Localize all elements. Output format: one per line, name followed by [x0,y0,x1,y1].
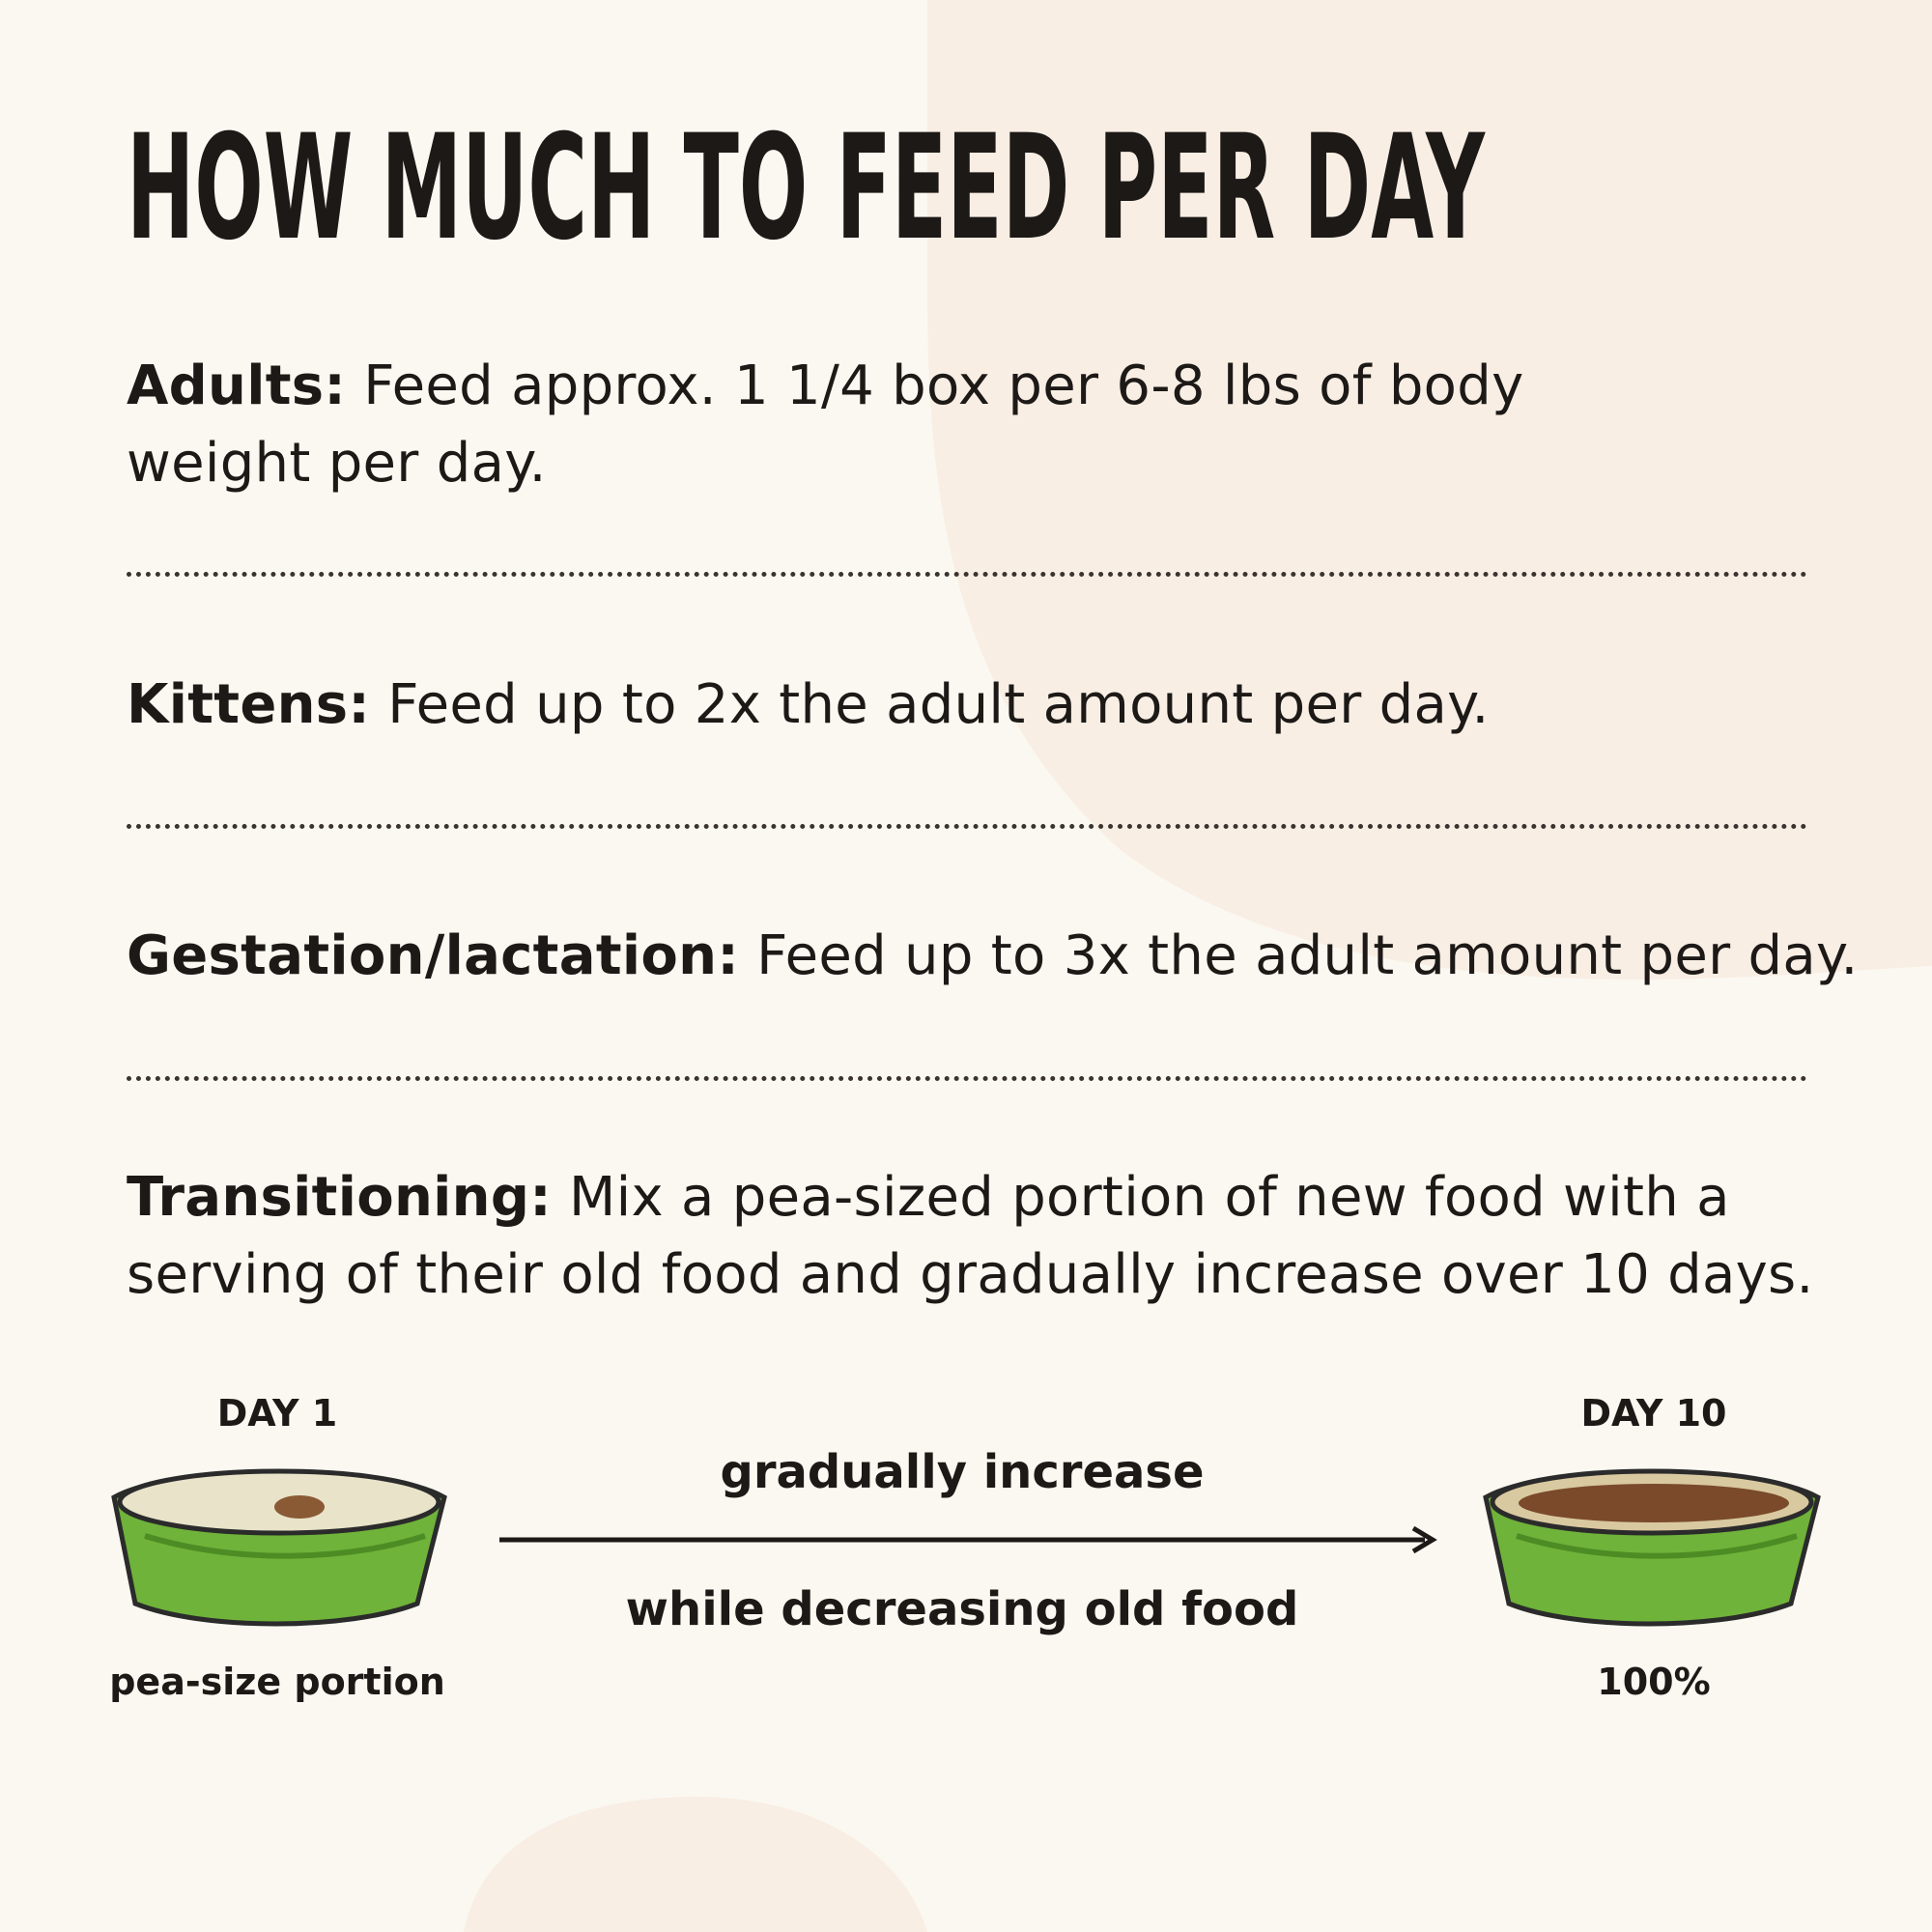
section-label: Adults: [127,355,347,417]
day-label: DAY 1 [217,1392,338,1435]
section: Adults: Feed approx. 1 1/4 box per 6-8 l… [127,348,1720,502]
divider [127,572,1807,577]
section-text: Mix a pea-sized portion of new food with… [127,1166,1814,1306]
section-text: Feed up to 2x the adult amount per day. [387,673,1490,736]
title: HOW MUCH TO FEED PER DAY [127,104,1486,272]
section-label: Transitioning: [127,1166,552,1229]
section-text: Feed up to 3x the adult amount per day. [756,924,1859,987]
bowl [111,1468,447,1627]
bowl [1483,1468,1821,1627]
divider [127,1076,1807,1081]
bg-blob [927,0,1932,980]
section-text: Feed approx. 1 1/4 box per 6-8 lbs of bo… [127,355,1524,495]
caption: pea-size portion [109,1661,445,1703]
bg-blob [464,1797,927,1932]
section: Gestation/lactation: Feed up to 3x the a… [127,918,1865,995]
section-label: Kittens: [127,673,371,736]
arrow-head [1411,1525,1437,1554]
arrow-bottom-text: while decreasing old food [626,1582,1299,1636]
section: Transitioning: Mix a pea-sized portion o… [127,1159,1846,1314]
caption: 100% [1597,1661,1710,1703]
day-label: DAY 10 [1581,1392,1727,1435]
divider [127,824,1807,829]
section-label: Gestation/lactation: [127,924,740,987]
arrow-top-text: gradually increase [720,1445,1204,1499]
section: Kittens: Feed up to 2x the adult amount … [127,667,1827,744]
